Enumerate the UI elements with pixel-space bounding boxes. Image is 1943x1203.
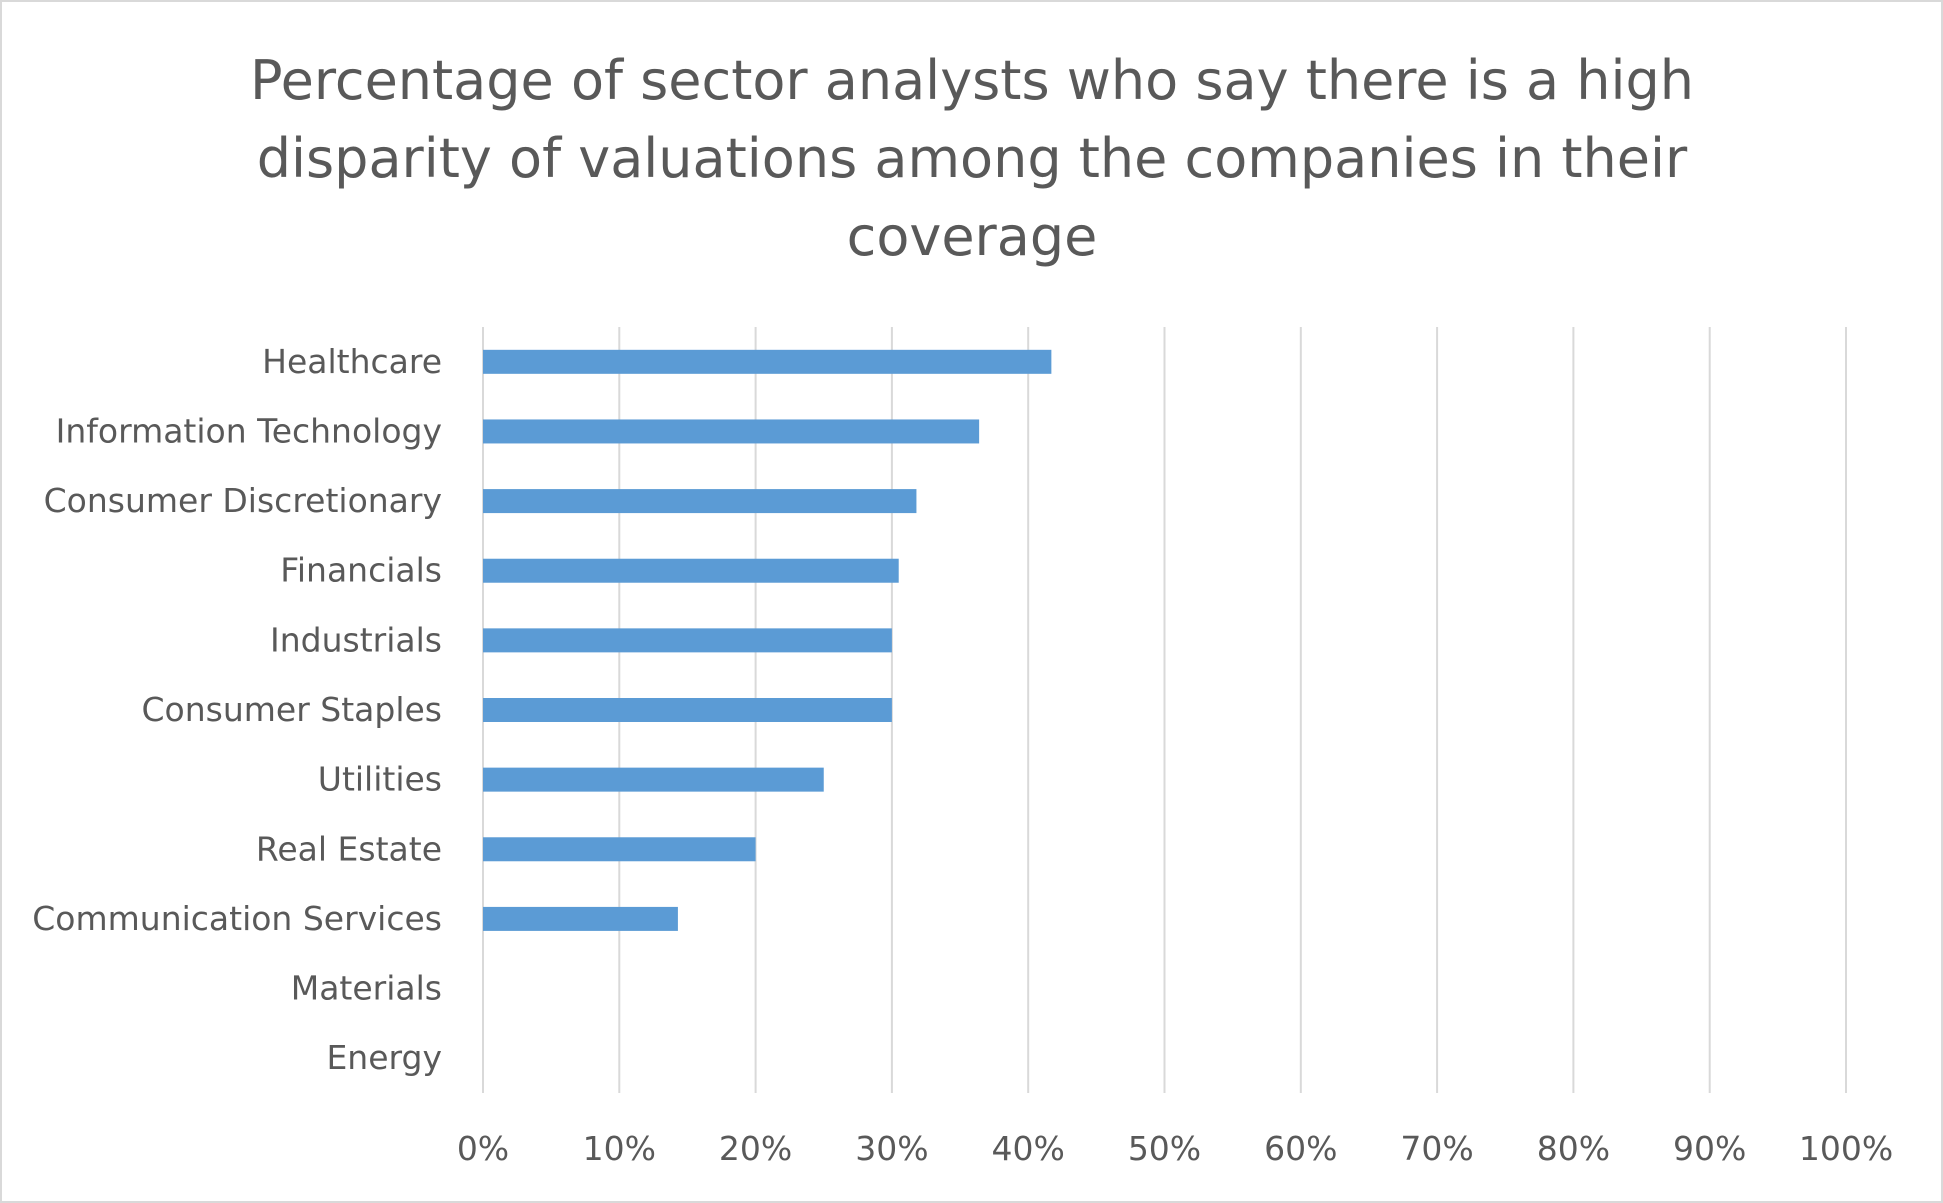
category-labels: Healthcare Information Technology Consumer… — [32, 342, 442, 1077]
category-label: Communication Services — [32, 899, 442, 938]
bar-communication-services — [483, 906, 678, 931]
x-tick-label: 100% — [1799, 1129, 1893, 1168]
x-tick-label: 90% — [1673, 1129, 1746, 1168]
bars — [483, 349, 1052, 931]
bar-real-estate — [483, 837, 756, 862]
x-tick-label: 40% — [992, 1129, 1065, 1168]
category-label: Energy — [326, 1038, 442, 1077]
category-label: Consumer Discretionary — [44, 481, 442, 520]
x-tick-label: 70% — [1400, 1129, 1473, 1168]
bar-information-technology — [483, 419, 980, 444]
bar-healthcare — [483, 349, 1052, 374]
x-tick-label: 80% — [1537, 1129, 1610, 1168]
x-tick-labels: 0% 10% 20% 30% 40% 50% 60% 70% 80% 90% 100% — [457, 1129, 1893, 1168]
bar-consumer-discretionary — [483, 489, 917, 514]
category-label: Materials — [291, 969, 442, 1008]
x-tick-label: 30% — [855, 1129, 928, 1168]
category-label: Financials — [280, 551, 442, 590]
x-tick-label: 20% — [719, 1129, 792, 1168]
x-tick-label: 0% — [457, 1129, 509, 1168]
x-tick-label: 50% — [1128, 1129, 1201, 1168]
x-tick-label: 10% — [583, 1129, 656, 1168]
category-label: Healthcare — [262, 342, 442, 381]
category-label: Consumer Staples — [142, 690, 442, 729]
bar-utilities — [483, 767, 824, 792]
bar-industrials — [483, 628, 892, 653]
category-label: Industrials — [270, 620, 442, 659]
bar-consumer-staples — [483, 698, 892, 722]
bar-financials — [483, 558, 899, 583]
chart-title: Percentage of sector analysts who say th… — [250, 49, 1694, 268]
category-label: Real Estate — [256, 829, 442, 868]
x-tick-label: 60% — [1264, 1129, 1337, 1168]
category-label: Utilities — [318, 760, 442, 799]
category-label: Information Technology — [56, 411, 442, 450]
